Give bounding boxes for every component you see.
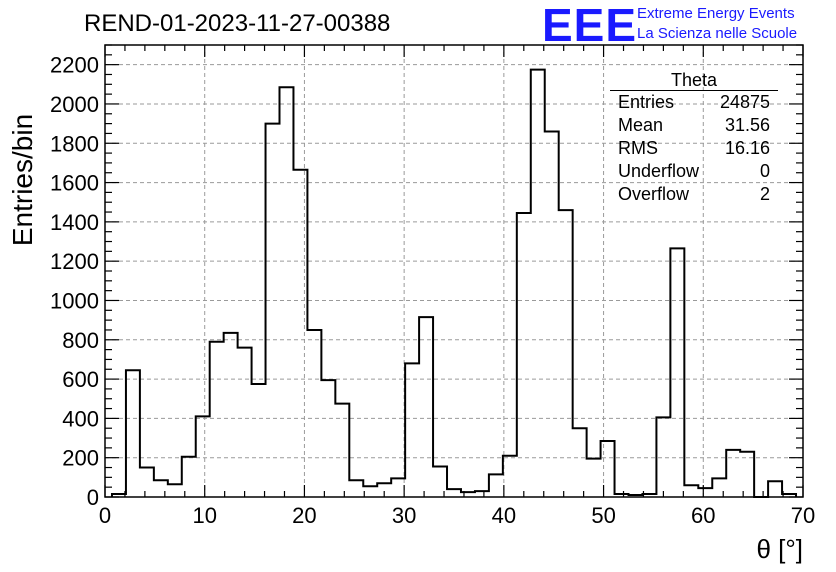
histogram-bin	[238, 348, 252, 497]
x-tick-label: 40	[492, 503, 516, 528]
stats-box: Theta Entries 24875 Mean 31.56 RMS 16.16…	[610, 70, 778, 206]
histogram-bin	[363, 486, 377, 497]
histogram-bin	[224, 333, 238, 497]
stats-label: Mean	[618, 115, 664, 135]
y-tick-label: 1400	[50, 210, 99, 235]
x-tick-label: 50	[591, 503, 615, 528]
histogram-bin	[545, 131, 559, 497]
histogram-bin	[712, 478, 726, 497]
stats-row: Overflow 2	[610, 183, 778, 206]
y-tick-label: 600	[62, 367, 99, 392]
histogram-bin	[321, 380, 335, 497]
histogram-bin	[349, 480, 363, 497]
stats-label: Underflow	[618, 161, 700, 181]
stats-title: Theta	[610, 70, 778, 91]
stats-row: Mean 31.56	[610, 114, 778, 137]
chart-title: REND-01-2023-11-27-00388	[84, 10, 391, 37]
histogram-bin	[196, 416, 210, 497]
y-tick-label: 2200	[50, 53, 99, 78]
histogram-bin	[154, 480, 168, 497]
histogram-bin	[740, 452, 754, 497]
y-tick-label: 200	[62, 446, 99, 471]
histogram-bin	[335, 404, 349, 497]
x-tick-label: 30	[392, 503, 416, 528]
x-axis-label: θ [°]	[756, 534, 803, 564]
histogram-outline	[110, 68, 798, 498]
axis-ticks: 0 10 20 30 40 50 60 700200400600800100012001400…	[50, 44, 815, 528]
grid-lines	[105, 45, 803, 497]
histogram-bin	[559, 210, 573, 497]
logo-caption: Extreme Energy Events La Scienza nelle S…	[637, 4, 797, 44]
y-tick-label: 1800	[50, 131, 99, 156]
histogram-bin	[405, 363, 419, 497]
histogram-bin	[698, 488, 712, 497]
histogram-bin	[210, 342, 224, 497]
stats-label: Overflow	[618, 184, 690, 204]
histogram-bin	[489, 474, 503, 497]
histogram-bin	[293, 170, 307, 497]
x-tick-label: 60	[691, 503, 715, 528]
stats-value: 16.16	[724, 138, 770, 158]
histogram-bin	[377, 483, 391, 497]
stats-value: 0	[759, 161, 770, 181]
histogram-bin	[587, 459, 601, 497]
y-tick-label: 400	[62, 406, 99, 431]
stats-value: 24875	[719, 92, 770, 112]
x-tick-label: 70	[791, 503, 815, 528]
histogram-bin	[307, 330, 321, 497]
histogram-bin	[601, 441, 615, 497]
histogram-bin	[419, 317, 433, 497]
stats-value: 2	[759, 184, 770, 204]
y-tick-label: 1600	[50, 171, 99, 196]
histogram-bin	[433, 467, 447, 497]
x-tick-label: 20	[292, 503, 316, 528]
histogram-bin	[447, 489, 461, 497]
x-tick-label: 10	[192, 503, 216, 528]
histogram-bin	[182, 457, 196, 497]
y-tick-label: 2000	[50, 92, 99, 117]
histogram-bin	[573, 428, 587, 497]
histogram-bin	[670, 248, 684, 497]
stats-label: RMS	[618, 138, 658, 158]
stats-value: 31.56	[724, 115, 770, 135]
histogram-bin	[684, 485, 698, 497]
y-tick-label: 0	[87, 485, 99, 510]
histogram-bin	[168, 484, 182, 497]
y-tick-label: 1000	[50, 288, 99, 313]
stats-row: Entries 24875	[610, 91, 778, 114]
y-tick-label: 1200	[50, 249, 99, 274]
histogram-bin	[656, 417, 670, 497]
logo-line-2: La Scienza nelle Scuole	[637, 25, 798, 42]
stats-label: Entries	[618, 92, 675, 112]
eee-logo: EEE	[542, 0, 638, 51]
histogram-bin	[126, 370, 140, 497]
histogram-bin	[517, 213, 531, 497]
histogram-bin	[266, 124, 280, 497]
y-tick-label: 800	[62, 328, 99, 353]
histogram-bin	[726, 450, 740, 497]
x-tick-label: 0	[99, 503, 111, 528]
histogram-bin	[280, 87, 294, 497]
histogram-bin	[531, 70, 545, 497]
histogram-bin	[503, 456, 517, 497]
y-axis-label: Entries/bin	[7, 114, 38, 246]
logo-line-1: Extreme Energy Events	[637, 5, 795, 22]
histogram-bin	[391, 478, 405, 497]
stats-row: Underflow 0	[610, 160, 778, 183]
histogram-bin	[140, 468, 154, 497]
histogram-bin	[252, 384, 266, 497]
histogram-bin	[768, 481, 782, 497]
stats-row: RMS 16.16	[610, 137, 778, 160]
